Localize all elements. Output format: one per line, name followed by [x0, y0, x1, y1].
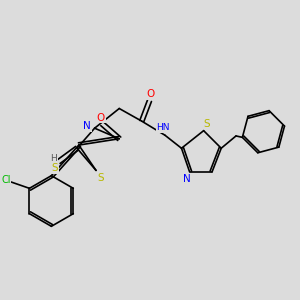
Text: O: O [146, 89, 154, 99]
Text: HN: HN [156, 123, 170, 132]
Text: H: H [50, 154, 57, 163]
Text: S: S [203, 118, 210, 129]
Text: Cl: Cl [1, 175, 10, 185]
Text: N: N [183, 174, 190, 184]
Text: N: N [83, 122, 91, 131]
Text: O: O [97, 112, 105, 123]
Text: S: S [51, 163, 58, 173]
Text: S: S [97, 173, 104, 183]
